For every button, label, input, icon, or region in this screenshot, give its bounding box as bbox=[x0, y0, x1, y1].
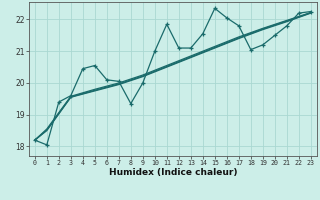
X-axis label: Humidex (Indice chaleur): Humidex (Indice chaleur) bbox=[108, 168, 237, 177]
